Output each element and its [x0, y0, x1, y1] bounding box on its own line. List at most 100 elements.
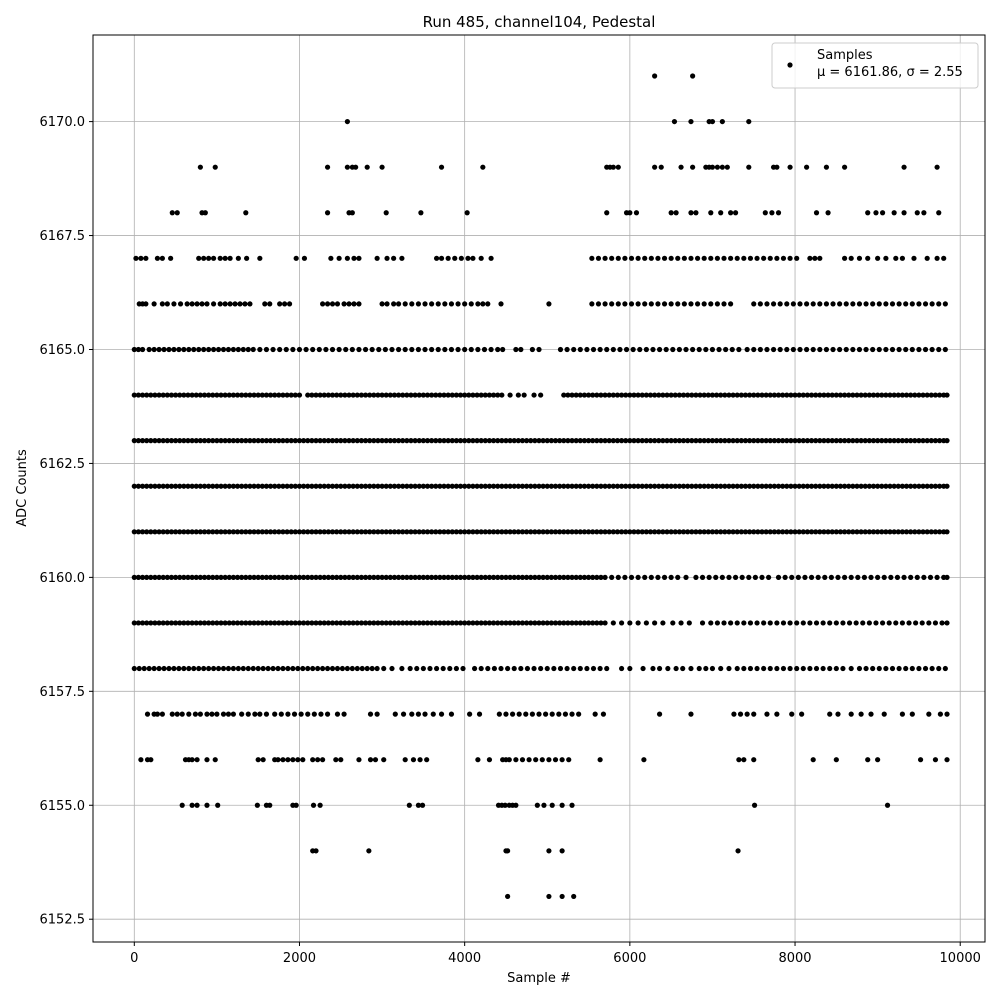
- data-point: [544, 665, 550, 672]
- data-point: [259, 483, 265, 489]
- data-point: [298, 711, 304, 717]
- data-point: [689, 483, 695, 489]
- data-point: [797, 346, 803, 353]
- data-point: [301, 620, 307, 626]
- data-point: [470, 392, 476, 398]
- data-point: [488, 255, 494, 261]
- data-point: [726, 665, 732, 672]
- data-point: [329, 620, 336, 626]
- data-point: [519, 757, 526, 763]
- data-point: [296, 438, 303, 444]
- data-point: [462, 392, 468, 398]
- data-point: [549, 802, 555, 808]
- data-point: [561, 438, 567, 444]
- data-point: [204, 757, 210, 763]
- data-point: [726, 438, 732, 444]
- data-point: [909, 301, 915, 307]
- data-point: [384, 301, 390, 307]
- data-point: [618, 665, 625, 672]
- data-point: [886, 620, 892, 626]
- data-point: [171, 665, 177, 672]
- data-point: [648, 301, 654, 307]
- data-point: [891, 529, 897, 535]
- data-point: [375, 529, 381, 535]
- data-point: [540, 438, 546, 444]
- data-point: [799, 711, 805, 717]
- data-point: [846, 529, 852, 535]
- data-point: [841, 255, 848, 261]
- data-point: [722, 392, 728, 398]
- data-point: [914, 574, 920, 580]
- data-point: [544, 438, 550, 444]
- data-point: [670, 620, 676, 626]
- data-point: [486, 757, 493, 763]
- data-point: [627, 438, 633, 444]
- data-point: [410, 757, 417, 763]
- data-point: [804, 392, 811, 398]
- data-point: [840, 665, 846, 672]
- data-point: [329, 301, 336, 307]
- data-point: [829, 483, 835, 489]
- data-point: [356, 346, 362, 353]
- data-point: [771, 438, 777, 444]
- data-point: [595, 301, 602, 307]
- data-point: [168, 392, 175, 398]
- data-point: [909, 665, 915, 672]
- data-point: [738, 438, 744, 444]
- data-point: [747, 392, 753, 398]
- data-point: [883, 483, 889, 489]
- data-point: [457, 438, 464, 444]
- data-point: [177, 301, 184, 307]
- data-point: [924, 483, 930, 489]
- data-point: [912, 483, 918, 489]
- data-point: [888, 574, 894, 580]
- data-point: [544, 620, 550, 626]
- data-point: [800, 438, 806, 444]
- data-point: [174, 711, 180, 717]
- data-point: [928, 483, 934, 489]
- data-point: [204, 711, 210, 717]
- data-point: [144, 711, 151, 717]
- data-point: [788, 392, 794, 398]
- data-point: [846, 438, 852, 444]
- data-point: [655, 255, 661, 261]
- data-point: [813, 210, 820, 216]
- data-point: [863, 665, 869, 672]
- data-point: [474, 392, 480, 398]
- data-point: [235, 346, 241, 353]
- data-point: [944, 392, 950, 398]
- data-point: [705, 529, 711, 535]
- data-point: [896, 346, 902, 353]
- data-point: [751, 392, 757, 398]
- data-point: [429, 529, 435, 535]
- data-point: [590, 529, 596, 535]
- data-point: [400, 711, 407, 717]
- data-point: [445, 483, 451, 489]
- data-point: [837, 438, 844, 444]
- data-point: [590, 665, 597, 672]
- data-point: [597, 757, 603, 763]
- data-point: [804, 164, 810, 170]
- data-point: [789, 711, 795, 717]
- data-point: [349, 210, 355, 216]
- data-point: [854, 438, 860, 444]
- data-point: [416, 574, 422, 580]
- data-point: [647, 392, 654, 398]
- data-point: [486, 529, 493, 535]
- data-point: [226, 529, 232, 535]
- data-point: [813, 665, 820, 672]
- data-point: [341, 711, 347, 717]
- data-point: [628, 255, 635, 261]
- data-point: [259, 574, 265, 580]
- data-point: [513, 802, 519, 808]
- data-point: [770, 301, 777, 307]
- data-point: [552, 438, 559, 444]
- data-point: [458, 255, 464, 261]
- data-point: [796, 483, 802, 489]
- data-point: [742, 392, 749, 398]
- data-point: [409, 301, 415, 307]
- data-point: [395, 574, 402, 580]
- data-point: [879, 392, 885, 398]
- data-point: [449, 529, 455, 535]
- data-point: [135, 483, 142, 489]
